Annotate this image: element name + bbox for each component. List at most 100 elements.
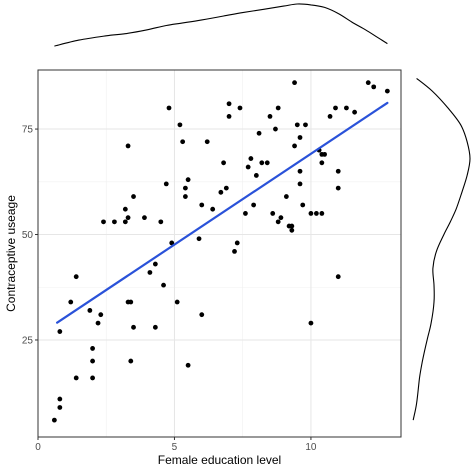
data-point — [131, 324, 136, 330]
data-point — [147, 270, 153, 275]
data-point — [128, 358, 134, 364]
right-density-marginal — [412, 77, 471, 421]
data-point — [57, 329, 63, 334]
data-point — [319, 211, 325, 216]
data-point — [335, 185, 341, 191]
data-point — [182, 194, 188, 199]
x-axis-label: Female education level — [158, 453, 281, 467]
trend-line-group — [56, 101, 389, 324]
data-point — [101, 219, 106, 225]
x-tick-label: 5 — [172, 442, 178, 453]
data-point — [256, 130, 262, 136]
data-point — [152, 261, 158, 267]
data-point — [131, 194, 136, 199]
plot-background — [38, 70, 401, 437]
data-point — [57, 396, 63, 402]
data-point — [152, 324, 158, 330]
data-point — [248, 156, 254, 161]
data-point — [158, 219, 164, 225]
data-point — [344, 105, 349, 111]
data-point — [234, 240, 240, 246]
data-point — [289, 227, 295, 233]
data-point — [335, 168, 341, 174]
data-point — [292, 143, 297, 149]
data-point — [122, 206, 128, 212]
data-point — [87, 308, 93, 313]
data-point — [294, 122, 300, 128]
data-point — [210, 206, 216, 212]
plot-panel — [37, 69, 402, 438]
data-point — [223, 185, 229, 191]
data-point — [174, 299, 180, 305]
data-point — [98, 312, 104, 318]
y-tick-label: 50 — [22, 230, 34, 241]
data-point — [185, 177, 191, 183]
data-point — [196, 236, 202, 242]
data-point — [232, 248, 237, 254]
data-point — [275, 105, 281, 111]
data-point — [365, 80, 371, 86]
data-point — [300, 202, 306, 208]
data-point — [322, 151, 327, 157]
data-point — [335, 274, 341, 280]
data-point — [270, 211, 276, 216]
data-point — [226, 114, 232, 119]
data-point — [142, 215, 147, 221]
data-point — [237, 105, 243, 111]
data-point — [384, 88, 390, 94]
data-point — [125, 143, 131, 149]
x-axis-ticks: 0 5 10 — [35, 437, 317, 453]
data-point — [267, 114, 273, 119]
right-density-curve — [412, 77, 471, 421]
data-point — [161, 282, 166, 288]
y-tick-label: 25 — [22, 335, 34, 346]
data-point — [253, 173, 259, 178]
data-point — [90, 346, 95, 351]
data-point — [289, 223, 295, 229]
data-point — [313, 211, 319, 216]
y-axis-label: Contraceptive useage — [4, 195, 18, 312]
data-point — [303, 122, 308, 128]
data-point — [90, 375, 95, 381]
data-point — [333, 105, 338, 111]
data-point — [122, 219, 128, 225]
y-tick-label: 75 — [22, 125, 34, 136]
data-point — [319, 160, 325, 166]
data-point — [218, 189, 224, 195]
data-point — [297, 168, 303, 174]
data-point — [95, 320, 101, 326]
plot-border — [37, 69, 402, 438]
data-point — [226, 101, 232, 107]
data-point — [73, 274, 79, 280]
data-point — [278, 215, 284, 221]
data-point — [292, 80, 297, 86]
data-point — [221, 160, 226, 166]
data-point — [112, 219, 117, 225]
data-point — [177, 122, 183, 128]
data-point — [125, 215, 131, 221]
data-point — [308, 320, 314, 326]
data-point — [204, 139, 210, 145]
data-point — [251, 202, 257, 208]
data-point — [297, 135, 303, 140]
data-point — [275, 219, 281, 225]
data-point — [169, 240, 175, 246]
top-density-marginal — [54, 3, 388, 47]
data-point — [90, 358, 95, 364]
trend-line — [56, 101, 389, 324]
data-point — [273, 126, 278, 132]
data-point — [180, 139, 186, 145]
data-point — [68, 299, 74, 305]
x-tick-label: 0 — [35, 442, 41, 453]
data-point — [297, 181, 303, 187]
data-point — [182, 185, 188, 191]
data-point — [245, 164, 251, 170]
data-point — [352, 109, 358, 115]
data-point — [199, 202, 205, 208]
data-point — [166, 105, 172, 111]
data-point — [327, 114, 333, 119]
top-density-curve — [54, 3, 388, 47]
data-point — [199, 312, 205, 318]
data-point — [264, 160, 270, 166]
data-point — [283, 194, 289, 199]
